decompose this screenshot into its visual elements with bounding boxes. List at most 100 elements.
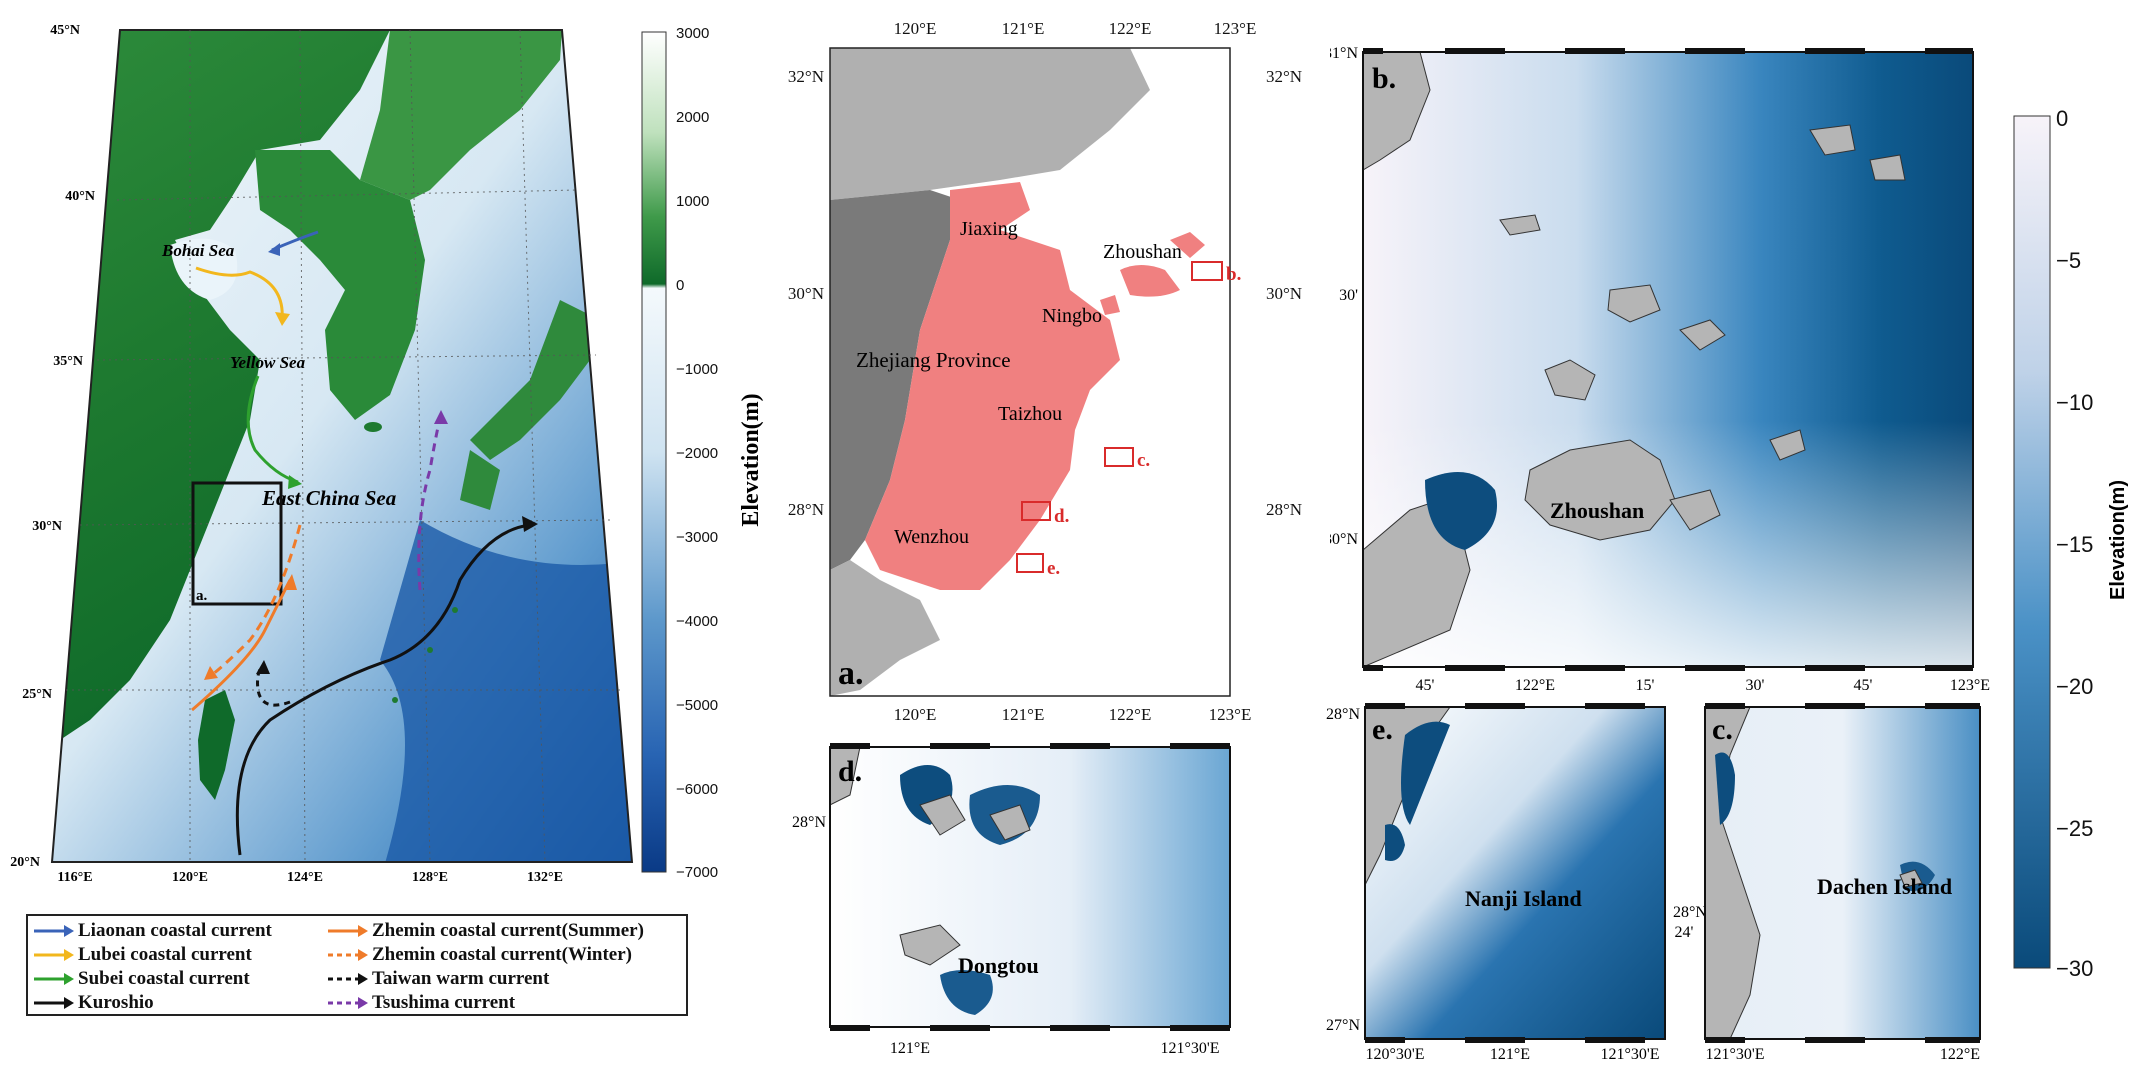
- zhemin-summer: [191, 579, 292, 712]
- box-label-c: c.: [1137, 450, 1150, 471]
- box-c: [1104, 447, 1134, 467]
- cb-tick: 0: [676, 277, 684, 294]
- box-b: [1191, 261, 1223, 281]
- tick-right: 32°N: [1266, 67, 1302, 86]
- arrow-icon: [34, 997, 74, 1009]
- lon-label: 116°E: [57, 870, 92, 885]
- place-zhoushan-b: Zhoushan: [1550, 498, 1644, 523]
- box-e: [1016, 553, 1044, 573]
- tick-top: 121°E: [1002, 19, 1045, 38]
- tick-bottom: 120°E: [894, 705, 937, 720]
- arrow-icon: [328, 997, 368, 1009]
- sea-label-east-china: East China Sea: [261, 486, 396, 510]
- tick-bottom: 123°E: [1950, 677, 1990, 690]
- lon-label: 120°E: [172, 870, 208, 885]
- cb-tick: −15: [2056, 532, 2093, 557]
- tick-left: 28°N: [788, 500, 824, 519]
- cb-tick: −30: [2056, 956, 2093, 981]
- study-area-box: [191, 481, 283, 606]
- place-jiaxing: Jiaxing: [960, 218, 1018, 240]
- cb-tick: −6000: [676, 781, 718, 798]
- legend-item: Zhemin coastal current(Summer): [328, 920, 644, 942]
- subei-current: [246, 375, 299, 484]
- legend-item: Subei coastal current: [34, 968, 250, 990]
- tick-left: 30': [1339, 287, 1358, 304]
- legend-item: Lubei coastal current: [34, 944, 252, 966]
- tick-right: 28°N: [1266, 500, 1302, 519]
- tick-left: 28°N: [1326, 706, 1360, 723]
- arrow-icon: [34, 949, 74, 961]
- tick-bottom: 122°E: [1515, 677, 1555, 690]
- tick-bottom: 121°E: [1002, 705, 1045, 720]
- mid-lat-label: 28°N: [1673, 904, 1707, 921]
- place-taizhou: Taizhou: [998, 403, 1062, 425]
- panel-d-label: d.: [838, 755, 862, 788]
- kuroshio: [235, 523, 531, 856]
- panel-b-map: b. Zhoushan 31°N 30' 30°N 45' 122°E 15' …: [1330, 45, 1990, 690]
- lon-label: 132°E: [527, 870, 563, 885]
- legend-item: Tsushima current: [328, 992, 515, 1014]
- overview-colorbar: 3000 2000 1000 0 −1000 −2000 −3000 −4000…: [641, 25, 764, 881]
- cb-title: Elevation(m): [738, 393, 764, 526]
- legend-item: Taiwan warm current: [328, 968, 549, 990]
- tick-top: 120°E: [894, 19, 937, 38]
- lon-label: 128°E: [412, 870, 448, 885]
- cb-tick: 2000: [676, 109, 709, 126]
- lat-label: 40°N: [65, 189, 95, 204]
- cb-tick: −5000: [676, 697, 718, 714]
- box-label-b: b.: [1226, 264, 1241, 285]
- place-zhoushan: Zhoushan: [1103, 241, 1182, 263]
- sea-label-yellow: Yellow Sea: [230, 353, 306, 372]
- cb-tick: −10: [2056, 390, 2093, 415]
- box-label-d: d.: [1054, 506, 1069, 527]
- cb-tick: −3000: [676, 529, 718, 546]
- tick-left: 30°N: [788, 284, 824, 303]
- tick-left: 31°N: [1330, 45, 1358, 62]
- overview-map: 45°N 40°N 35°N 30°N 25°N 20°N 116°E 120°…: [10, 23, 634, 885]
- tick-bottom: 121°E: [890, 1040, 930, 1057]
- cb-title: Elevation(m): [2107, 480, 2129, 600]
- currents-legend: Liaonan coastal current Lubei coastal cu…: [26, 914, 688, 1016]
- cb-tick: −25: [2056, 816, 2093, 841]
- lat-label: 20°N: [10, 855, 40, 870]
- place-nanji: Nanji Island: [1465, 886, 1582, 911]
- panel-a-map: b. c. d. e. Jiaxing Zhoushan Ningbo Zhej…: [788, 19, 1302, 720]
- tick-bottom: 121°30'E: [1600, 1046, 1659, 1063]
- panel-e-map: e. Nanji Island 28°N 27°N 28°N 24' 120°3…: [1326, 703, 1707, 1063]
- place-ningbo: Ningbo: [1042, 305, 1102, 327]
- cb-tick: 3000: [676, 25, 709, 42]
- place-zhejiang-province: Zhejiang Province: [856, 348, 1011, 372]
- cb-tick: −7000: [676, 864, 718, 881]
- arrow-icon: [328, 973, 368, 985]
- tick-bottom: 122°E: [1109, 705, 1152, 720]
- place-dachen: Dachen Island: [1817, 874, 1952, 899]
- lat-label: 45°N: [50, 23, 80, 38]
- place-dongtou: Dongtou: [958, 953, 1039, 978]
- tick-top: 123°E: [1214, 19, 1257, 38]
- lat-label: 35°N: [53, 354, 83, 369]
- legend-item: Zhemin coastal current(Winter): [328, 944, 632, 966]
- cb-tick: −2000: [676, 445, 718, 462]
- sea-label-bohai: Bohai Sea: [161, 241, 235, 260]
- right-colorbar: 0 −5 −10 −15 −20 −25 −30 Elevation(m): [2013, 106, 2129, 981]
- lat-label: 25°N: [22, 687, 52, 702]
- cb-tick: −20: [2056, 674, 2093, 699]
- arrow-icon: [34, 925, 74, 937]
- tick-bottom: 121°30'E: [1160, 1040, 1219, 1057]
- tick-bottom: 122°E: [1940, 1046, 1980, 1063]
- tick-bottom: 121°E: [1490, 1046, 1530, 1063]
- cb-tick: −1000: [676, 361, 718, 378]
- lon-label: 124°E: [287, 870, 323, 885]
- tick-left: 32°N: [788, 67, 824, 86]
- arrow-icon: [328, 925, 368, 937]
- study-area-label: a.: [196, 588, 208, 604]
- panel-a-label: a.: [838, 655, 864, 692]
- lat-label: 30°N: [32, 519, 62, 534]
- panel-d-map: d. Dongtou 28°N 121°E 121°30'E: [792, 743, 1231, 1057]
- tick-bottom: 45': [1854, 677, 1873, 690]
- cb-tick: 0: [2056, 106, 2068, 131]
- panel-e-label: e.: [1372, 713, 1393, 746]
- tick-left: 28°N: [792, 814, 826, 831]
- tick-bottom: 15': [1636, 677, 1655, 690]
- place-wenzhou: Wenzhou: [894, 526, 969, 548]
